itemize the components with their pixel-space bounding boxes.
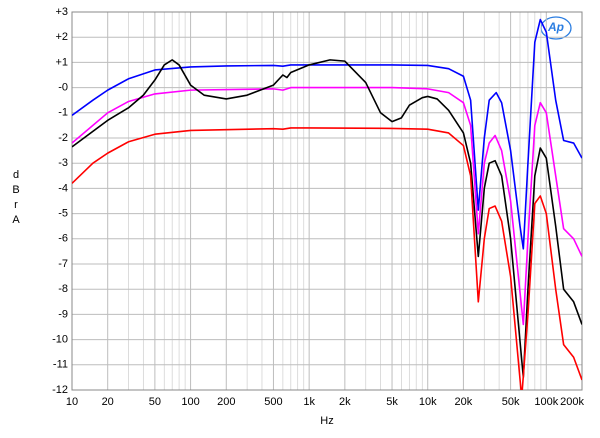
plot-frame <box>71 11 583 391</box>
x-tick-label: 20 <box>102 396 114 408</box>
x-tick-label: 20k <box>455 396 473 408</box>
y-tick-label: +2 <box>55 31 68 43</box>
y-tick-label: -6 <box>58 233 68 245</box>
y-tick-label: -12 <box>52 384 68 396</box>
logo: Ap <box>547 20 564 34</box>
y-tick-label: -3 <box>58 157 68 169</box>
y-tick-label: -5 <box>58 208 68 220</box>
x-tick-label: 2k <box>339 396 351 408</box>
y-tick-label: -4 <box>58 182 68 194</box>
y-axis-label: dBr A <box>12 169 21 226</box>
x-tick-label: 200 <box>217 396 235 408</box>
y-tick-label: -8 <box>58 283 68 295</box>
y-tick-label: -11 <box>53 359 68 371</box>
x-tick-label: 100 <box>181 396 199 408</box>
x-tick-label: 200k <box>560 396 584 408</box>
x-tick-label: 100k <box>534 396 558 408</box>
x-tick-label: 5k <box>386 396 398 408</box>
y-tick-label: -0 <box>58 82 68 94</box>
x-tick-label: 10 <box>66 396 78 408</box>
x-tick-label: 500 <box>264 396 282 408</box>
series-line <box>72 86 582 326</box>
y-tick-label: -7 <box>58 258 68 270</box>
x-tick-label: 10k <box>419 396 437 408</box>
y-tick-label: +1 <box>55 56 68 68</box>
series-line <box>72 18 582 250</box>
y-tick-label: +3 <box>55 6 68 18</box>
y-tick-label: -1 <box>58 107 68 119</box>
x-axis-label: Hz <box>320 415 333 427</box>
y-tick-label: -2 <box>58 132 68 144</box>
series-line <box>72 59 582 379</box>
y-tick-label: -10 <box>52 334 68 346</box>
x-tick-label: 1k <box>303 396 315 408</box>
x-tick-label: 50k <box>502 396 520 408</box>
series-line <box>72 127 582 390</box>
y-tick-label: -9 <box>58 308 68 320</box>
x-tick-label: 50 <box>149 396 161 408</box>
